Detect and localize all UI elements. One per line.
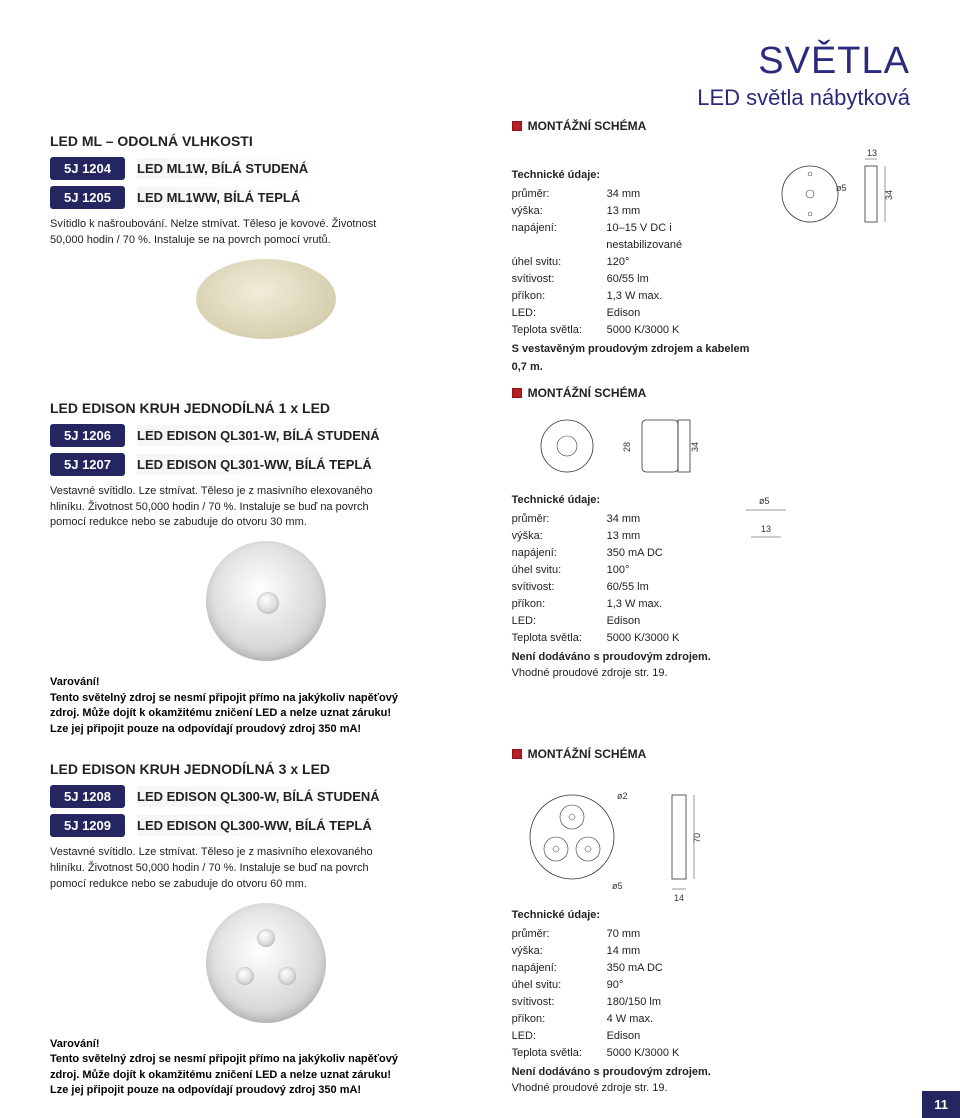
section-intro: Svítidlo k našroubování. Nelze stmívat. …: [50, 217, 400, 249]
schema-heading: MONTÁŽNÍ SCHÉMA: [512, 386, 910, 400]
svg-text:14: 14: [674, 893, 684, 903]
product-code-row: 5J 1204 LED ML1W, BÍLÁ STUDENÁ: [50, 157, 482, 180]
section-title: LED ML – ODOLNÁ VLHKOSTI: [50, 133, 482, 149]
red-square-icon: [512, 121, 522, 131]
spec-block: Technické údaje: průměr:34 mm výška:13 m…: [512, 492, 711, 682]
product-code-row: 5J 1208 LED EDISON QL300-W, BÍLÁ STUDENÁ: [50, 785, 482, 808]
section-2: LED EDISON KRUH JEDNODÍLNÁ 1 x LED 5J 12…: [50, 386, 910, 737]
product-label: LED EDISON QL301-W, BÍLÁ STUDENÁ: [137, 425, 394, 446]
schema-label: MONTÁŽNÍ SCHÉMA: [528, 386, 647, 400]
spec-bold-line: Není dodáváno s proudovým zdrojem.: [512, 649, 711, 666]
schema-heading: MONTÁŽNÍ SCHÉMA: [512, 747, 910, 761]
product-image: [50, 259, 482, 339]
spec-title: Technické údaje:: [512, 167, 750, 184]
spec-note: Vhodné proudové zdroje str. 19.: [512, 666, 711, 681]
product-code: 5J 1206: [50, 424, 125, 447]
red-square-icon: [512, 388, 522, 398]
spec-note: Vhodné proudové zdroje str. 19.: [512, 1081, 910, 1096]
spec-bold-line: Není dodáváno s proudovým zdrojem.: [512, 1064, 910, 1081]
schematic-dim: ø5 13: [731, 492, 801, 602]
product-image: [50, 903, 482, 1023]
schema-heading: MONTÁŽNÍ SCHÉMA: [512, 119, 910, 133]
svg-text:ø5: ø5: [836, 183, 847, 193]
section-1: LED ML – ODOLNÁ VLHKOSTI 5J 1204 LED ML1…: [50, 119, 910, 376]
section-intro: Vestavné svítidlo. Lze stmívat. Těleso j…: [50, 484, 400, 532]
section-intro: Vestavné svítidlo. Lze stmívat. Těleso j…: [50, 845, 400, 893]
product-label: LED EDISON QL300-W, BÍLÁ STUDENÁ: [137, 786, 394, 807]
product-label: LED EDISON QL301-WW, BÍLÁ TEPLÁ: [137, 454, 386, 475]
svg-text:13: 13: [761, 524, 771, 534]
svg-text:28: 28: [622, 442, 632, 452]
section-3: LED EDISON KRUH JEDNODÍLNÁ 3 x LED 5J 12…: [50, 747, 910, 1098]
svg-text:ø2: ø2: [617, 791, 628, 801]
warning-block: Varování! Tento světelný zdroj se nesmí …: [50, 1037, 400, 1099]
schematic-diagram: ø2 ø5 70 14: [512, 767, 910, 907]
svg-text:34: 34: [690, 442, 700, 452]
page-number: 11: [922, 1091, 960, 1118]
product-code: 5J 1204: [50, 157, 125, 180]
product-code: 5J 1205: [50, 186, 125, 209]
spec-block: Technické údaje: průměr:70 mm výška:14 m…: [512, 907, 910, 1097]
section-title: LED EDISON KRUH JEDNODÍLNÁ 3 x LED: [50, 761, 482, 777]
product-code-row: 5J 1206 LED EDISON QL301-W, BÍLÁ STUDENÁ: [50, 424, 482, 447]
product-code: 5J 1208: [50, 785, 125, 808]
product-label: LED ML1W, BÍLÁ STUDENÁ: [137, 158, 322, 179]
warning-body: Tento světelný zdroj se nesmí připojit p…: [50, 1052, 400, 1098]
schematic-diagram: ø5 13 34: [770, 139, 910, 239]
product-image: [50, 541, 482, 661]
product-code-row: 5J 1209 LED EDISON QL300-WW, BÍLÁ TEPLÁ: [50, 814, 482, 837]
svg-text:34: 34: [884, 190, 894, 200]
svg-text:13: 13: [867, 148, 877, 158]
page-header: SVĚTLA LED světla nábytková: [50, 40, 910, 111]
warning-block: Varování! Tento světelný zdroj se nesmí …: [50, 675, 400, 737]
product-label: LED EDISON QL300-WW, BÍLÁ TEPLÁ: [137, 815, 386, 836]
spec-title: Technické údaje:: [512, 492, 711, 509]
product-code-row: 5J 1205 LED ML1WW, BÍLÁ TEPLÁ: [50, 186, 482, 209]
spec-bold-line: S vestavěným proudovým zdrojem a kabelem…: [512, 341, 750, 375]
warning-title: Varování!: [50, 1037, 400, 1052]
red-square-icon: [512, 749, 522, 759]
schema-label: MONTÁŽNÍ SCHÉMA: [528, 747, 647, 761]
warning-title: Varování!: [50, 675, 400, 690]
svg-text:ø5: ø5: [759, 496, 770, 506]
spec-title: Technické údaje:: [512, 907, 910, 924]
svg-text:70: 70: [692, 833, 702, 843]
product-label: LED ML1WW, BÍLÁ TEPLÁ: [137, 187, 314, 208]
svg-text:ø5: ø5: [612, 881, 623, 891]
product-code-row: 5J 1207 LED EDISON QL301-WW, BÍLÁ TEPLÁ: [50, 453, 482, 476]
page-subtitle: LED světla nábytková: [50, 85, 910, 111]
page: SVĚTLA LED světla nábytková LED ML – ODO…: [0, 0, 960, 1118]
spec-block: Technické údaje: průměr:34 mm výška:13 m…: [512, 167, 750, 376]
schematic-diagram: 28 34: [512, 406, 910, 486]
section-title: LED EDISON KRUH JEDNODÍLNÁ 1 x LED: [50, 400, 482, 416]
schema-label: MONTÁŽNÍ SCHÉMA: [528, 119, 647, 133]
product-code: 5J 1207: [50, 453, 125, 476]
product-code: 5J 1209: [50, 814, 125, 837]
warning-body: Tento světelný zdroj se nesmí připojit p…: [50, 691, 400, 737]
page-title: SVĚTLA: [50, 40, 910, 83]
